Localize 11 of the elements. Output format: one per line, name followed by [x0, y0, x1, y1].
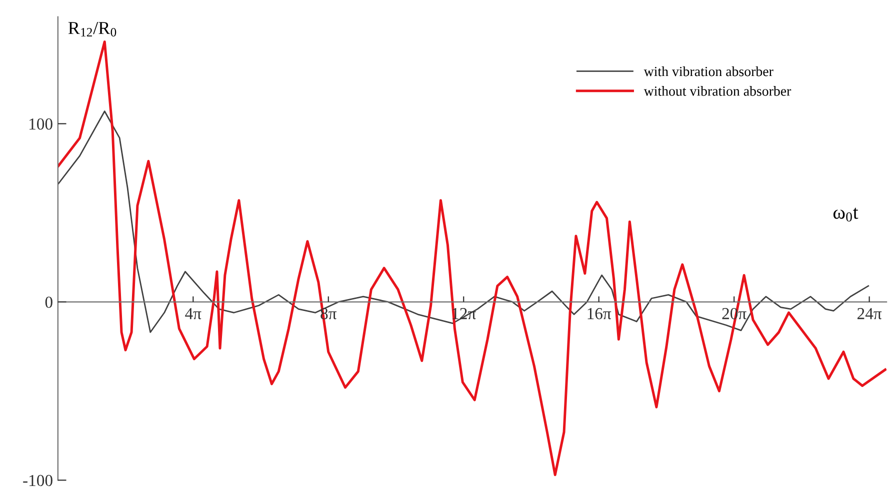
y-tick-label: 100 [30, 118, 52, 130]
y-tick-label: -100 [23, 474, 52, 486]
x-tick-label: 4π [185, 308, 202, 320]
y-tick-label: 0 [45, 296, 52, 308]
x-tick-label: 16π [588, 308, 612, 320]
x-tick-label: 24π [857, 308, 882, 320]
legend-label: with vibration absorber [644, 66, 774, 76]
x-axis-title: ω$_{0}$t [833, 208, 858, 222]
legend-label: without vibration absorber [644, 86, 792, 96]
y-axis-title: R$_{12}$/R$_{0}$ [68, 22, 116, 37]
line-series [58, 40, 887, 476]
